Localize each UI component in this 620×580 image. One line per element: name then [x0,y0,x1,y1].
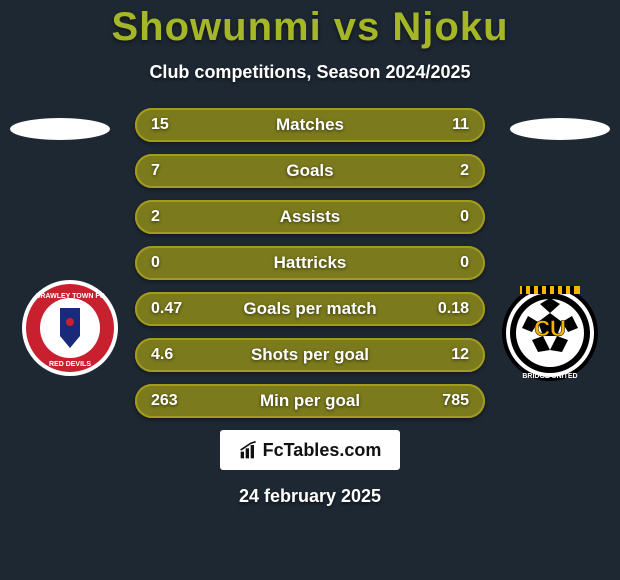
stat-value-right: 785 [442,392,469,410]
stat-value-right: 11 [452,116,469,134]
stat-row: 15Matches11 [135,108,485,142]
stat-value-right: 0 [460,208,469,226]
watermark-text: FcTables.com [263,440,382,461]
comparison-stage: 15Matches117Goals22Assists00Hattricks00.… [0,108,620,418]
stat-row: 263Min per goal785 [135,384,485,418]
crest-right-svg: CU BRIDGE UNITED [500,278,600,388]
stat-value-right: 12 [451,346,469,364]
stat-value-right: 2 [460,162,469,180]
stat-label: Shots per goal [135,345,485,365]
stat-row: 0.47Goals per match0.18 [135,292,485,326]
svg-text:CRAWLEY TOWN FC: CRAWLEY TOWN FC [35,293,104,300]
club-crest-right: CU BRIDGE UNITED [500,278,600,388]
svg-text:CU: CU [534,316,566,341]
svg-text:BRIDGE UNITED: BRIDGE UNITED [522,373,577,380]
crest-shadow-right [510,118,610,140]
svg-text:RED DEVILS: RED DEVILS [49,361,91,368]
stat-row: 7Goals2 [135,154,485,188]
stat-label: Assists [135,207,485,227]
date-text: 24 february 2025 [0,486,620,507]
stat-row: 0Hattricks0 [135,246,485,280]
stat-label: Min per goal [135,391,485,411]
stat-label: Goals [135,161,485,181]
crest-shadow-left [10,118,110,140]
page-title: Showunmi vs Njoku [0,0,620,50]
crest-left-svg: CRAWLEY TOWN FC RED DEVILS [20,278,120,388]
stat-label: Hattricks [135,253,485,273]
chart-icon [239,440,259,460]
watermark-badge: FcTables.com [220,430,400,470]
stat-row: 2Assists0 [135,200,485,234]
stat-row: 4.6Shots per goal12 [135,338,485,372]
stat-value-right: 0.18 [438,300,469,318]
subtitle: Club competitions, Season 2024/2025 [0,62,620,83]
stat-value-right: 0 [460,254,469,272]
stat-label: Goals per match [135,299,485,319]
stat-label: Matches [135,115,485,135]
club-crest-left: CRAWLEY TOWN FC RED DEVILS [20,278,120,388]
